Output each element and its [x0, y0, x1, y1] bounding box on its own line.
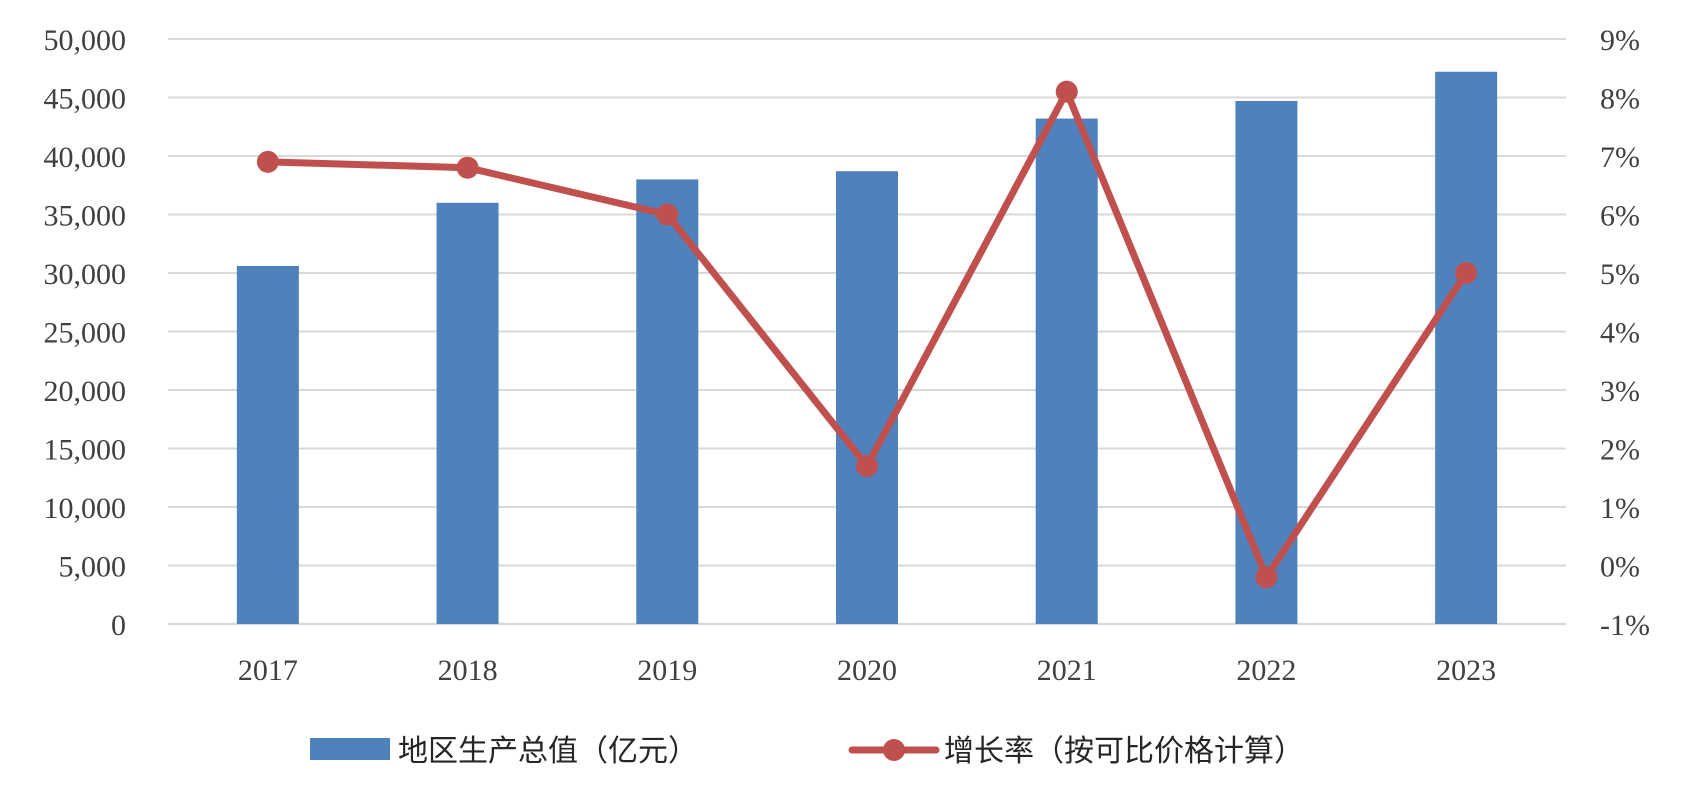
- left-axis-tick-label: 25,000: [44, 317, 127, 350]
- bar-2022: [1235, 101, 1298, 624]
- left-axis-tick-label: 50,000: [44, 24, 127, 57]
- left-axis-tick-label: 35,000: [44, 200, 127, 233]
- x-axis-tick-label: 2023: [1436, 654, 1496, 687]
- left-axis-tick-label: 45,000: [44, 83, 127, 116]
- bar-2017: [236, 265, 299, 624]
- legend-bar-label: 地区生产总值（亿元）: [398, 734, 698, 769]
- growth-rate-point-2023: [1455, 262, 1478, 284]
- growth-rate-point-2019: [656, 203, 679, 226]
- legend: 地区生产总值（亿元） 增长率（按可比价格计算）: [310, 734, 1304, 769]
- x-axis-tick-label: 2017: [238, 654, 298, 687]
- right-axis-tick-label: 7%: [1600, 141, 1640, 174]
- bar-2023: [1435, 71, 1498, 624]
- bar-2018: [436, 202, 499, 625]
- line-series: [256, 80, 1478, 589]
- x-axis-tick-labels: 2017 2018 2019 2020 2021 2022 2023: [238, 654, 1496, 687]
- left-axis-tick-label: 0: [111, 609, 126, 642]
- bar-2019: [636, 179, 699, 624]
- bar-2020: [836, 171, 898, 624]
- growth-rate-point-2017: [256, 150, 279, 173]
- right-axis-tick-label: 2%: [1600, 434, 1640, 467]
- growth-rate-point-2022: [1255, 566, 1278, 589]
- right-axis-tick-label: 9%: [1600, 24, 1640, 57]
- right-axis-tick-label: 0%: [1600, 551, 1640, 584]
- right-axis-tick-label: 4%: [1600, 317, 1640, 350]
- right-axis-tick-label: 8%: [1600, 83, 1640, 116]
- x-axis-tick-label: 2021: [1037, 654, 1097, 687]
- right-axis-tick-label: 3%: [1600, 375, 1640, 408]
- legend-bar-swatch: [310, 738, 390, 760]
- left-axis-tick-label: 5,000: [59, 551, 127, 584]
- growth-rate-point-2020: [856, 455, 878, 478]
- bar-2021: [1035, 118, 1098, 624]
- left-axis-tick-label: 10,000: [44, 492, 127, 525]
- x-axis-tick-label: 2019: [637, 654, 697, 687]
- bar-series: [236, 71, 1498, 625]
- right-axis-tick-label: -1%: [1600, 609, 1650, 642]
- right-axis-tick-label: 6%: [1600, 200, 1640, 233]
- x-axis-tick-label: 2020: [837, 654, 897, 687]
- left-axis-tick-label: 20,000: [44, 375, 127, 408]
- left-axis-tick-label: 40,000: [44, 141, 127, 174]
- legend-line-label: 增长率（按可比价格计算）: [944, 734, 1304, 769]
- growth-rate-point-2018: [456, 156, 479, 179]
- x-axis-tick-label: 2022: [1236, 654, 1296, 687]
- right-axis-tick-label: 1%: [1600, 492, 1640, 525]
- right-axis-tick-labels: -1% 0% 1% 2% 3% 4% 5% 6% 7% 8% 9%: [1600, 24, 1650, 642]
- legend-line-marker: [883, 739, 905, 761]
- growth-rate-point-2021: [1055, 80, 1078, 103]
- x-axis-tick-label: 2018: [438, 654, 498, 687]
- left-axis-tick-label: 30,000: [44, 258, 127, 291]
- left-axis-tick-label: 15,000: [44, 434, 127, 467]
- right-axis-tick-label: 5%: [1600, 258, 1640, 291]
- left-axis-tick-labels: 0 5,000 10,000 15,000 20,000 25,000 30,000 35,0…: [44, 24, 127, 642]
